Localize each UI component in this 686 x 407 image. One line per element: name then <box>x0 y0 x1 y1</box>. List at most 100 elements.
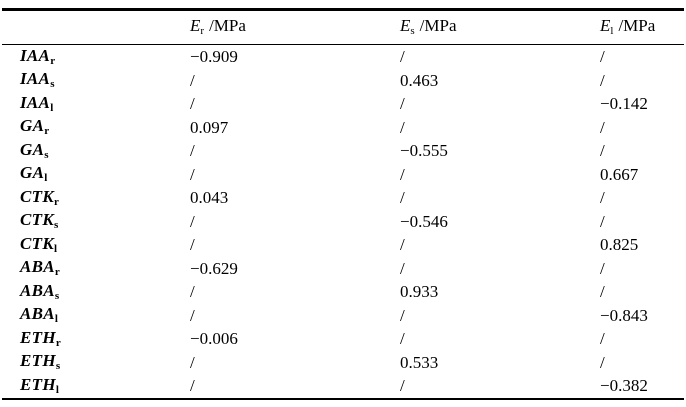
cell-el: / <box>600 258 605 278</box>
row-label-base: ETH <box>20 374 56 394</box>
row-label-subscript: l <box>44 172 48 185</box>
cell-es: 0.463 <box>400 70 439 90</box>
table-header-rule <box>2 43 684 46</box>
row-label-subscript: l <box>53 242 58 255</box>
table-row: ETHs / 0.533 / <box>0 351 686 375</box>
header-col-el: El/MPa <box>600 17 686 37</box>
row-label-base: CTK <box>20 210 54 230</box>
cell-el: −0.142 <box>600 94 648 114</box>
row-label: GAs <box>0 141 190 161</box>
cell-es: / <box>400 258 405 278</box>
cell-er: 0.043 <box>190 188 229 208</box>
row-label: ETHr <box>0 329 190 349</box>
table-row: GAs / −0.555 / <box>0 139 686 163</box>
row-label-base: ETH <box>20 351 56 371</box>
table-body: IAAr −0.909 / / IAAs / 0.463 / IAAl / / … <box>0 45 686 398</box>
table-header-row: Er/MPa Es/MPa El/MPa <box>0 11 686 44</box>
table-row: IAAs / 0.463 / <box>0 69 686 93</box>
row-label-base: CTK <box>20 233 54 253</box>
cell-er: / <box>190 211 195 231</box>
cell-es: / <box>400 376 405 396</box>
table-bottom-rule <box>2 397 684 401</box>
cell-er: / <box>190 352 195 372</box>
cell-el: / <box>600 117 605 137</box>
cell-el: / <box>600 282 605 302</box>
header-subscript: l <box>610 25 614 37</box>
table-row: CTKl / / 0.825 <box>0 233 686 257</box>
cell-er: 0.097 <box>190 117 229 137</box>
row-label-base: ABA <box>20 257 55 277</box>
cell-er: / <box>190 282 195 302</box>
table-row: ABAs / 0.933 / <box>0 280 686 304</box>
cell-er: / <box>190 141 195 161</box>
cell-el: −0.382 <box>600 376 648 396</box>
row-label-subscript: l <box>50 101 54 114</box>
cell-es: −0.546 <box>400 211 448 231</box>
cell-el: 0.825 <box>600 235 639 255</box>
cell-er: −0.909 <box>190 47 238 67</box>
table-row: CTKs / −0.546 / <box>0 210 686 234</box>
cell-er: −0.006 <box>190 329 238 349</box>
row-label-subscript: s <box>44 148 49 161</box>
row-label: ABAs <box>0 282 190 302</box>
cell-es: / <box>400 117 405 137</box>
header-unit: /MPa <box>618 16 656 35</box>
row-label: ETHs <box>0 352 190 372</box>
row-label-base: IAA <box>20 45 51 65</box>
row-label-base: IAA <box>20 69 51 89</box>
cell-el: / <box>600 352 605 372</box>
row-label: GAr <box>0 117 190 137</box>
row-label-subscript: r <box>54 266 60 279</box>
row-label-subscript: s <box>55 360 61 373</box>
row-label-base: GA <box>20 116 45 136</box>
row-label-base: ETH <box>20 327 56 347</box>
table-row: IAAl / / −0.142 <box>0 92 686 116</box>
row-label-subscript: l <box>54 313 58 326</box>
row-label-base: ABA <box>20 304 55 324</box>
table-row: IAAr −0.909 / / <box>0 45 686 69</box>
row-label-subscript: s <box>54 289 60 302</box>
header-col-er: Er/MPa <box>190 17 400 37</box>
cell-es: / <box>400 188 405 208</box>
cell-er: / <box>190 94 195 114</box>
row-label: IAAs <box>0 70 190 90</box>
header-unit: /MPa <box>209 16 246 35</box>
table-row: CTKr 0.043 / / <box>0 186 686 210</box>
row-label: ETHl <box>0 376 190 396</box>
cell-es: / <box>400 47 405 67</box>
cell-el: / <box>600 329 605 349</box>
row-label: IAAl <box>0 94 190 114</box>
row-label: CTKr <box>0 188 190 208</box>
header-unit: /MPa <box>419 16 457 35</box>
cell-es: / <box>400 235 405 255</box>
row-label-subscript: s <box>53 219 59 232</box>
cell-es: 0.933 <box>400 282 439 302</box>
cell-es: 0.533 <box>400 352 439 372</box>
row-label: CTKs <box>0 211 190 231</box>
cell-el: / <box>600 141 605 161</box>
cell-es: / <box>400 329 405 349</box>
cell-el: / <box>600 47 605 67</box>
row-label: ABAl <box>0 305 190 325</box>
row-label: GAl <box>0 164 190 184</box>
row-label-subscript: l <box>55 383 59 396</box>
table-row: GAl / / 0.667 <box>0 163 686 187</box>
row-label: IAAr <box>0 47 190 67</box>
cell-el: 0.667 <box>600 164 639 184</box>
row-label-base: ABA <box>20 280 55 300</box>
row-label: CTKl <box>0 235 190 255</box>
row-label-base: IAA <box>20 92 51 112</box>
cell-el: / <box>600 211 605 231</box>
row-label-subscript: r <box>44 125 50 138</box>
row-label-subscript: s <box>50 78 55 91</box>
cell-er: / <box>190 164 195 184</box>
cell-el: / <box>600 70 605 90</box>
cell-es: / <box>400 164 405 184</box>
header-subscript: s <box>410 25 415 37</box>
cell-el: −0.843 <box>600 305 648 325</box>
cell-er: / <box>190 305 195 325</box>
header-subscript: r <box>200 25 205 37</box>
cell-er: / <box>190 70 195 90</box>
table-row: ABAl / / −0.843 <box>0 304 686 328</box>
